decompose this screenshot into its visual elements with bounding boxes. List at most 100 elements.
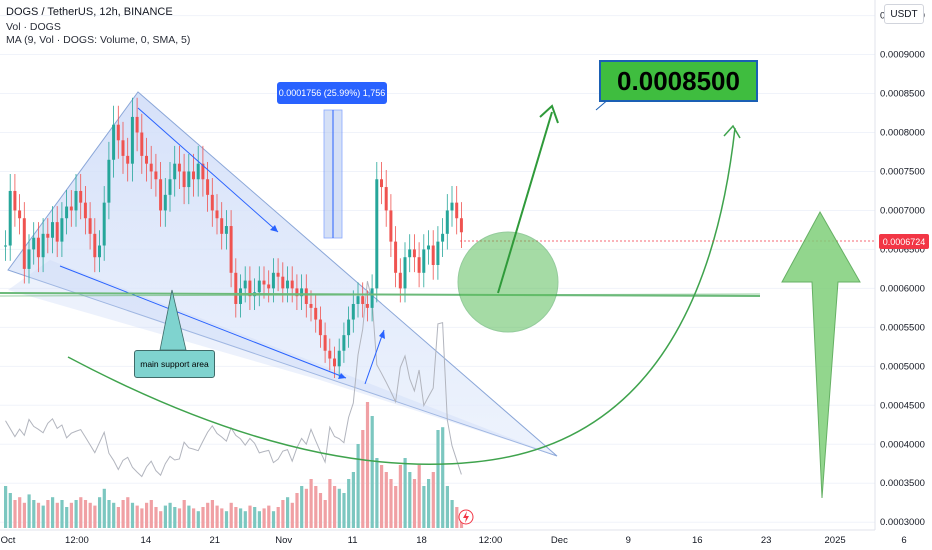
volume-bar [243, 511, 247, 528]
volume-bar [248, 505, 252, 528]
candle-body [394, 241, 398, 273]
candle-body [389, 210, 393, 242]
target-arrow [497, 111, 553, 294]
lightning-glyph [463, 511, 469, 523]
volume-bar [328, 479, 332, 528]
lower-trend-arrowhead [338, 373, 346, 379]
candle-body [417, 257, 421, 273]
volume-bar [271, 511, 276, 528]
volume-bar [121, 500, 125, 528]
volume-bar [290, 502, 294, 528]
volume-bar [309, 479, 313, 528]
candle-body [102, 202, 106, 246]
volume-bar [135, 505, 139, 528]
candle-body [337, 350, 341, 367]
candle-body [267, 284, 271, 289]
volume-bar [168, 502, 172, 528]
target-price-label: 0.0008500 [599, 60, 758, 102]
volume-bar [83, 500, 88, 528]
volume-bar [417, 465, 421, 528]
volume-bar [380, 465, 384, 528]
volume-bar [46, 500, 50, 528]
y-axis[interactable]: 0.00095000.00090000.00085000.00080000.00… [880, 11, 925, 529]
y-tick-label: 0.0006000 [880, 283, 925, 294]
candle-body [427, 245, 430, 250]
y-tick-label: 0.0005000 [880, 361, 925, 372]
candle-body [422, 249, 426, 273]
volume-bar [22, 502, 26, 528]
y-tick-label: 0.0009000 [880, 50, 925, 61]
candle-body [116, 124, 120, 141]
ma-legend: MA (9, Vol · DOGS: Volume, 0, SMA, 5) [6, 34, 191, 46]
candle-body [351, 303, 355, 320]
candle-body [60, 218, 64, 242]
currency-badge[interactable]: USDT [884, 4, 924, 24]
volume-bar [398, 465, 402, 528]
volume-bar [182, 500, 186, 528]
candle-body [403, 257, 407, 289]
candle-body [182, 171, 186, 188]
volume-bar [224, 511, 229, 528]
candle-body [361, 296, 365, 304]
volume-bar [422, 486, 426, 528]
candle-body [4, 245, 7, 247]
candle-body [140, 132, 144, 156]
volume-bar [8, 493, 12, 528]
volume-bar [365, 402, 370, 528]
candle-body [314, 307, 318, 320]
y-tick-label: 0.0005500 [880, 322, 925, 333]
candle-body [239, 288, 242, 304]
volume-bar [257, 511, 261, 528]
y-tick-label: 0.0004500 [880, 400, 925, 411]
volume-bar [107, 500, 111, 528]
volume-bar [281, 500, 285, 528]
x-tick-label: Dec [551, 535, 568, 546]
candle-body [8, 190, 12, 246]
candle-body [333, 358, 336, 367]
candle-body [347, 319, 351, 336]
volume-bar [220, 508, 224, 528]
candle-body [224, 226, 228, 234]
candle-body [276, 272, 280, 277]
volume-bar [36, 502, 41, 528]
volume-bar [149, 500, 153, 528]
volume-bar [13, 500, 17, 528]
candle-body [55, 222, 59, 242]
x-tick-label: 23 [761, 535, 772, 546]
candle-body [88, 218, 92, 234]
volume-bar [55, 502, 59, 528]
candle-body [234, 272, 238, 304]
volume-bar [79, 497, 83, 528]
volume-bars [4, 402, 464, 528]
volume-bar [51, 497, 55, 528]
upper-trend-arrow [137, 107, 279, 233]
candle-body [112, 124, 116, 160]
candle-body [431, 245, 435, 265]
volume-bar [408, 472, 412, 528]
target-arrowhead [539, 104, 559, 124]
x-axis[interactable]: Oct 12:00 14 21 Nov 11 18 12:00 Dec 9 16 23 2025 6 [1, 535, 907, 546]
candle-body [441, 233, 445, 242]
candle-body [22, 218, 26, 269]
y-tick-label: 0.0007500 [880, 166, 925, 177]
volume-bar [431, 472, 435, 528]
volume-bar [356, 444, 360, 528]
candle-body [281, 276, 285, 289]
volume-bar [234, 507, 238, 528]
volume-bar [196, 511, 200, 528]
breakout-arrowhead [379, 330, 385, 339]
volume-bar [98, 497, 102, 528]
volume-bar [384, 472, 388, 528]
x-tick-label: 11 [348, 535, 358, 546]
candle-body [309, 303, 313, 308]
recovery-curve-arrowhead [723, 124, 741, 139]
candle-body [295, 288, 299, 297]
volume-bar [140, 508, 144, 528]
candle-body [93, 233, 97, 258]
y-tick-label: 0.0007000 [880, 205, 925, 216]
volume-bar [441, 427, 445, 528]
candle-body [408, 249, 412, 258]
volume-bar [163, 505, 167, 528]
candle-body [69, 206, 73, 211]
